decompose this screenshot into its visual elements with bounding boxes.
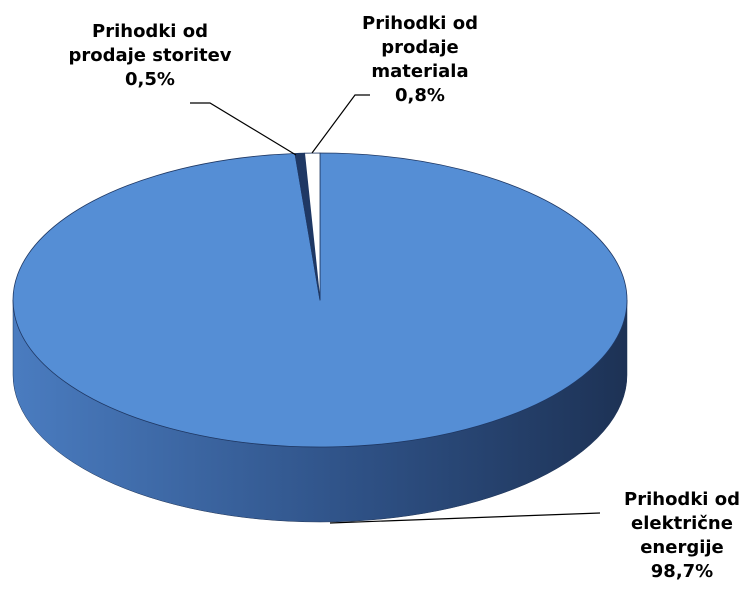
leader-line [311, 94, 370, 154]
slice-label: Prihodki od prodaje storitev [68, 21, 232, 66]
slice-value-label: 98,7% [650, 561, 714, 582]
leader-line [329, 512, 601, 524]
slice-label: Prihodki od električne energije [624, 489, 740, 558]
slice-label: Prihodki od prodaje materiala [362, 13, 478, 82]
leader-line [190, 102, 297, 156]
slice-value-label: 0,8% [395, 85, 445, 106]
slice-value-label: 0,5% [125, 69, 175, 90]
